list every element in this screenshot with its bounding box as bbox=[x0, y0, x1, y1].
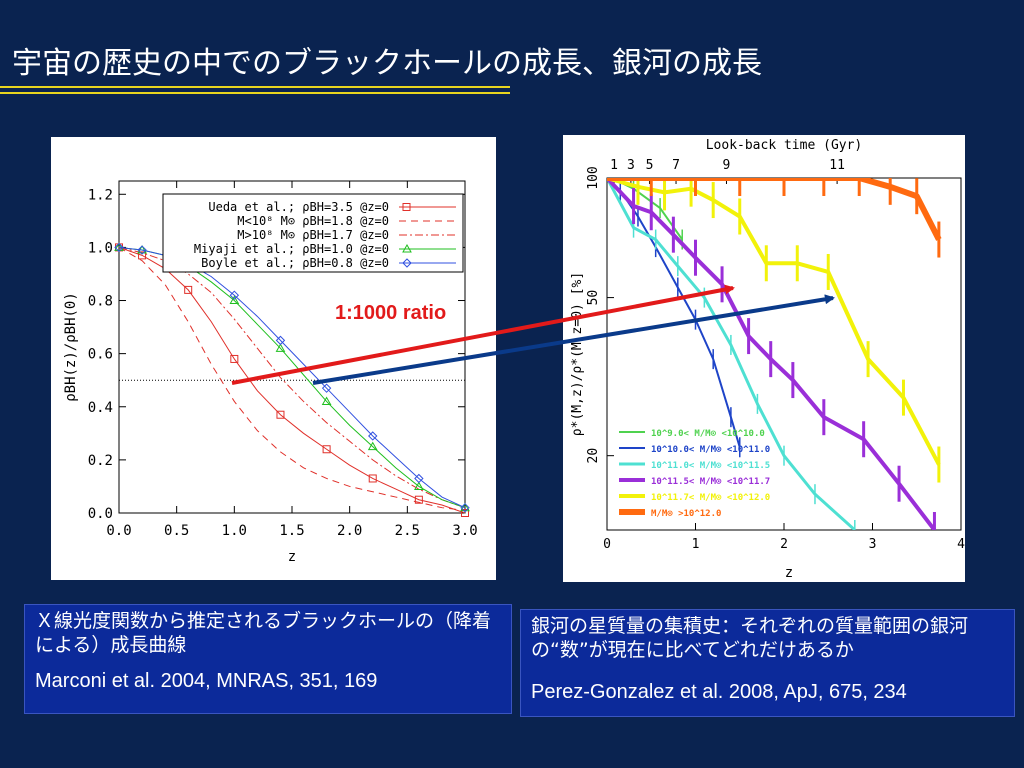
top-axis-title: Look-back time (Gyr) bbox=[706, 138, 863, 153]
y-tick-label: 0.2 bbox=[88, 453, 113, 469]
legend-entry: M<10⁸ M⊙ ρBH=1.8 @z=0 bbox=[237, 214, 389, 228]
legend-entry: 10^11.7< M/M⊙ <10^12.0 bbox=[651, 493, 770, 503]
x-tick-label: 1.0 bbox=[222, 523, 247, 539]
legend-marker bbox=[402, 258, 412, 268]
data-point bbox=[321, 383, 332, 393]
x-tick-label: 2 bbox=[780, 537, 788, 552]
y-tick-label: 20 bbox=[586, 448, 601, 464]
data-point bbox=[322, 445, 331, 454]
legend-marker bbox=[402, 243, 412, 253]
y-axis-label: ρBH(z)/ρBH(0) bbox=[63, 292, 79, 402]
x-tick-label: 0.0 bbox=[106, 523, 131, 539]
right-chart: Look-back time (Gyr)1 3 5 7 9 110 1 2 3 42050100z… bbox=[570, 138, 965, 581]
right-chart-panel: Look-back time (Gyr) 1 3 5 7 9 11 0 1 2 3 4 20 50 100 z… bbox=[563, 135, 965, 582]
data-point bbox=[414, 495, 423, 504]
series-line bbox=[118, 246, 466, 514]
top-tick-label: 3 bbox=[627, 158, 635, 173]
y-tick-label: 0.4 bbox=[88, 400, 113, 416]
data-point bbox=[460, 502, 470, 513]
slide-title: 宇宙の歴史の中でのブラックホールの成長、銀河の成長 bbox=[12, 46, 762, 81]
top-tick-label: 7 bbox=[672, 158, 680, 173]
data-point bbox=[114, 242, 124, 253]
series-line bbox=[118, 246, 466, 509]
left-chart: 0.0 0.5 1.0 1.5 2.0 2.5 3.0 0.0 0.2 0.4 0.6 0.8 1.0 1… bbox=[63, 180, 478, 565]
right-caption-text: 銀河の星質量の集積史：それぞれの質量範囲の銀河の“数”が現在に比べてどれだけある… bbox=[531, 615, 969, 661]
data-point bbox=[414, 481, 424, 490]
data-point bbox=[137, 245, 147, 255]
data-point bbox=[138, 251, 147, 260]
data-point bbox=[321, 396, 332, 405]
legend-entry: 10^9.0< M/M⊙ <10^10.0 bbox=[651, 429, 765, 439]
top-tick-label: 5 bbox=[646, 158, 654, 173]
x-tick-label: 0 bbox=[603, 537, 611, 552]
data-point bbox=[276, 410, 285, 419]
legend-marker bbox=[402, 203, 411, 211]
x-tick-label: 3 bbox=[869, 537, 877, 552]
series-line bbox=[118, 246, 466, 511]
data-point bbox=[114, 242, 124, 251]
y-tick-label: 100 bbox=[586, 166, 601, 189]
legend-entry: 10^10.0< M/M⊙ <10^11.0 bbox=[651, 445, 770, 455]
x-tick-label: 2.0 bbox=[337, 523, 362, 539]
y-axis-label: ρ*(M,z)/ρ*(M,z=0) [%] bbox=[570, 272, 585, 436]
y-tick-label: 0.8 bbox=[88, 294, 113, 310]
left-caption-box: Ｘ線光度関数から推定されるブラックホールの（降着による）成長曲線 Marconi… bbox=[24, 604, 512, 714]
title-rule-bottom bbox=[0, 92, 510, 94]
series-line bbox=[607, 178, 941, 466]
title-rule-top bbox=[0, 86, 510, 88]
x-tick-label: 3.0 bbox=[452, 523, 477, 539]
right-caption-citation: Perez-Gonzalez et al. 2008, ApJ, 675, 23… bbox=[531, 681, 907, 703]
legend-entry: Ueda et al.; ρBH=3.5 @z=0 bbox=[208, 200, 389, 214]
legend-entry: Boyle et al.; ρBH=0.8 @z=0 bbox=[201, 256, 389, 270]
x-axis-label: z bbox=[288, 549, 296, 565]
data-point bbox=[368, 474, 377, 483]
y-tick-label: 0.0 bbox=[88, 506, 113, 522]
data-point bbox=[184, 285, 193, 294]
y-tick-label: 50 bbox=[586, 290, 601, 306]
top-tick-label: 11 bbox=[829, 158, 845, 173]
legend-entry: M>10⁸ M⊙ ρBH=1.7 @z=0 bbox=[237, 228, 389, 242]
left-caption-citation: Marconi et al. 2004, MNRAS, 351, 169 bbox=[35, 670, 378, 692]
top-tick-label: 1 bbox=[610, 158, 618, 173]
legend: Ueda et al.; ρBH=3.5 @z=0M<10⁸ M⊙ ρBH=1.… bbox=[162, 193, 464, 273]
data-point bbox=[367, 441, 378, 451]
legend-entry: 10^11.0< M/M⊙ <10^11.5 bbox=[651, 461, 770, 471]
y-tick-label: 1.0 bbox=[88, 240, 113, 256]
legend-entry: 10^11.5< M/M⊙ <10^11.7 bbox=[651, 477, 770, 487]
data-point bbox=[414, 473, 424, 484]
right-caption-box: 銀河の星質量の集積史：それぞれの質量範囲の銀河の“数”が現在に比べてどれだけある… bbox=[520, 609, 1015, 717]
x-tick-label: 2.5 bbox=[395, 523, 420, 539]
legend-entry: M/M⊙ >10^12.0 bbox=[651, 509, 721, 519]
series-group bbox=[607, 178, 942, 530]
y-tick-label: 0.6 bbox=[88, 347, 113, 363]
y-tick-label: 1.2 bbox=[88, 187, 113, 203]
x-tick-label: 1.5 bbox=[279, 523, 304, 539]
left-chart-panel: 0.0 0.5 1.0 1.5 2.0 2.5 3.0 0.0 0.2 0.4 0.6 0.8 1.0 1… bbox=[51, 137, 496, 580]
x-tick-label: 1 bbox=[692, 537, 700, 552]
data-point bbox=[461, 509, 469, 517]
legend: 10^9.0< M/M⊙ <10^10.0 10^10.0< M/M⊙ <10^1… bbox=[619, 429, 770, 519]
data-point bbox=[368, 431, 378, 441]
left-caption-text: Ｘ線光度関数から推定されるブラックホールの（降着による）成長曲線 bbox=[35, 610, 492, 656]
series-line bbox=[118, 246, 466, 509]
series-line bbox=[607, 178, 942, 241]
legend-entry: Miyaji et al.; ρBH=1.0 @z=0 bbox=[194, 242, 389, 256]
x-tick-label: 4 bbox=[957, 537, 965, 552]
top-tick-label: 9 bbox=[723, 158, 731, 173]
series-line bbox=[118, 246, 466, 509]
x-axis-label: z bbox=[785, 565, 793, 581]
x-tick-label: 0.5 bbox=[164, 523, 189, 539]
